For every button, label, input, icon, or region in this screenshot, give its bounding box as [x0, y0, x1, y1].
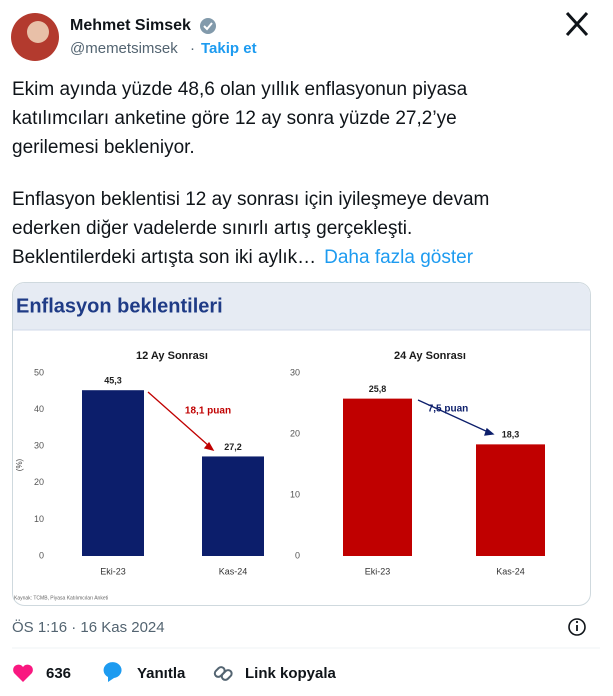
author-name[interactable]: Mehmet Simsek: [70, 17, 191, 34]
value-label: 25,8: [369, 384, 387, 394]
bar: [343, 398, 412, 556]
annotation: 18,1 puan: [185, 406, 231, 417]
show-more-link[interactable]: Daha fazla göster: [324, 247, 474, 268]
y-tick-label: 20: [34, 477, 44, 487]
tweet-text-line: gerilemesi bekleniyor.: [12, 137, 195, 158]
copy-link-button[interactable]: Link kopyala: [245, 665, 337, 682]
like-icon[interactable]: [13, 664, 33, 682]
x-tick-label: Kas-24: [219, 566, 248, 576]
image-source: Kaynak: TCMB, Piyasa Katılımcıları Anket…: [14, 595, 108, 601]
info-icon[interactable]: [568, 618, 586, 636]
y-tick-label: 10: [34, 514, 44, 524]
y-tick-label: 40: [34, 404, 44, 414]
bar: [82, 390, 144, 556]
x-tick-label: Eki-23: [100, 566, 126, 576]
y-tick-label: 0: [295, 550, 300, 560]
annotation-arrow: [417, 399, 495, 436]
annotation-arrow: [147, 391, 215, 452]
reply-icon[interactable]: [103, 662, 122, 682]
follow-button[interactable]: Takip et: [201, 40, 257, 57]
y-tick-label: 0: [39, 550, 44, 560]
bar: [476, 444, 545, 556]
tweet-text-line: katılımcıları anketine göre 12 ay sonra …: [12, 108, 457, 129]
tweet-text-line: Beklentilerdeki artışta son iki aylık…: [12, 247, 316, 268]
y-tick-label: 30: [34, 441, 44, 451]
link-icon[interactable]: [213, 666, 233, 682]
separator: ·: [190, 40, 195, 57]
x-logo[interactable]: [565, 11, 589, 37]
tweet-text-line: ederken diğer vadelerde sınırlı artış ge…: [12, 218, 412, 239]
y-tick-label: 30: [290, 367, 300, 377]
like-count[interactable]: 636: [46, 665, 71, 682]
reply-button[interactable]: Yanıtla: [137, 665, 186, 682]
verified-badge: [200, 18, 216, 34]
image-card[interactable]: [12, 282, 591, 606]
image-title: Enflasyon beklentileri: [16, 295, 223, 317]
annotation: 7,5 puan: [428, 404, 469, 415]
y-tick-label: 50: [34, 367, 44, 377]
value-label: 18,3: [502, 430, 520, 440]
bar: [202, 456, 264, 556]
author-handle[interactable]: @memetsimsek: [70, 40, 178, 57]
chart-title: 12 Ay Sonrası: [136, 350, 208, 362]
tweet-text-line: Ekim ayında yüzde 48,6 olan yıllık enfla…: [12, 79, 468, 100]
value-label: 27,2: [224, 442, 242, 452]
avatar-face: [27, 21, 49, 43]
x-tick-label: Kas-24: [496, 566, 525, 576]
y-axis-label: (%): [15, 458, 24, 471]
chart-title: 24 Ay Sonrası: [394, 350, 466, 362]
x-tick-label: Eki-23: [365, 566, 391, 576]
y-tick-label: 20: [290, 428, 300, 438]
timestamp[interactable]: ÖS 1:16 · 16 Kas 2024: [12, 618, 165, 636]
tweet-text-line: Enflasyon beklentisi 12 ay sonrası için …: [12, 189, 489, 210]
image-header: [13, 283, 590, 330]
value-label: 45,3: [104, 376, 122, 386]
y-tick-label: 10: [290, 489, 300, 499]
